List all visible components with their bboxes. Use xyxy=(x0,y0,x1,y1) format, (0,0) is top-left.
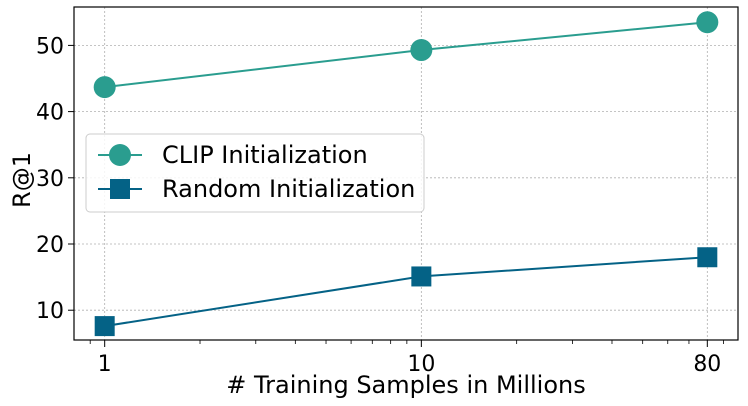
ticks: 10 20 30 40 50 1 10 80 xyxy=(36,34,724,377)
legend-item-random: Random Initialization xyxy=(98,175,415,203)
x-tick-label: 10 xyxy=(407,352,435,377)
y-tick-label: 20 xyxy=(36,233,64,258)
y-tick-label: 50 xyxy=(36,34,64,59)
data-point xyxy=(94,316,115,337)
y-tick-label: 40 xyxy=(36,101,64,126)
x-axis-label: # Training Samples in Millions xyxy=(226,371,585,399)
data-point xyxy=(410,39,433,62)
data-point xyxy=(411,266,432,287)
plot-frame xyxy=(73,6,739,341)
legend-marker-clip xyxy=(109,144,131,166)
legend-marker-random xyxy=(110,179,130,199)
series-line xyxy=(104,21,708,89)
legend-label-clip: CLIP Initialization xyxy=(162,141,368,169)
legend-label-random: Random Initialization xyxy=(162,175,415,203)
legend: CLIP Initialization Random Initializatio… xyxy=(85,133,425,213)
data-point xyxy=(697,247,718,268)
data-point xyxy=(93,76,116,99)
legend-frame xyxy=(85,133,425,213)
y-axis-label: R@1 xyxy=(8,152,36,208)
x-tick-label: 80 xyxy=(693,352,721,377)
series-layer xyxy=(93,11,719,337)
series-line xyxy=(104,256,708,328)
y-tick-label: 10 xyxy=(36,299,64,324)
x-tick-label: 1 xyxy=(98,352,112,377)
data-point xyxy=(696,11,719,34)
legend-item-clip: CLIP Initialization xyxy=(98,141,368,169)
y-tick-label: 30 xyxy=(36,167,64,192)
